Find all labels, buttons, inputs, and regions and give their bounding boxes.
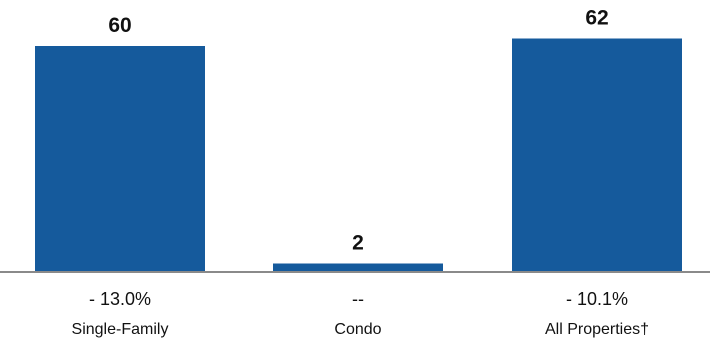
data-label-condo: 2 xyxy=(352,232,364,255)
change-label-all-properties: - 10.1% xyxy=(566,289,628,309)
bars-layer xyxy=(35,38,682,271)
data-label-all-properties: 62 xyxy=(585,7,608,30)
labels-layer: 60 - 13.0% Single-Family 2 -- Condo 62 - 10.1% A… xyxy=(72,7,649,339)
bar-all-properties xyxy=(512,38,682,271)
tick-label-single-family: Single-Family xyxy=(72,321,169,338)
bar-single-family xyxy=(35,46,205,271)
bar-condo xyxy=(273,263,443,271)
change-label-single-family: - 13.0% xyxy=(89,289,151,309)
tick-label-condo: Condo xyxy=(334,321,381,338)
change-label-condo: -- xyxy=(352,289,364,309)
tick-label-all-properties: All Properties† xyxy=(545,321,649,338)
data-label-single-family: 60 xyxy=(108,14,131,37)
